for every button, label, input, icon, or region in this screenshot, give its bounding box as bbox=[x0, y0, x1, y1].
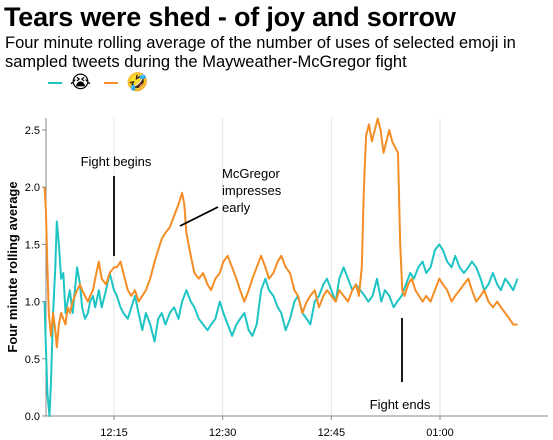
legend-item-crying: 😭 bbox=[48, 73, 91, 93]
annotation-line: Fight ends bbox=[370, 397, 431, 412]
rolling-on-floor-laughing-emoji: 🤣 bbox=[126, 72, 149, 93]
y-tick-label: 2.0 bbox=[25, 182, 40, 194]
axes: 12:15 12:30 12:45 01:00 0.0 0.5 1.0 1.5 2.0 2.5 bbox=[25, 118, 548, 439]
annotation-line: McGregor bbox=[222, 166, 280, 181]
y-axis-title: Four minute rolling average bbox=[5, 181, 20, 352]
chart-title: Tears were shed - of joy and sorrow bbox=[4, 2, 456, 32]
x-tick-label: 12:30 bbox=[209, 427, 237, 439]
y-tick-label: 2.5 bbox=[25, 125, 40, 137]
annotation-fight-begins: Fight begins bbox=[81, 154, 152, 169]
x-tick-label: 12:45 bbox=[318, 427, 346, 439]
annotation-mcgregor-impresses: McGregor impresses early bbox=[222, 166, 282, 215]
chart-subtitle: Four minute rolling average of the numbe… bbox=[5, 34, 516, 71]
vertical-gridlines bbox=[113, 118, 441, 416]
y-tick-label: 0.0 bbox=[25, 411, 40, 423]
series-line-crying bbox=[43, 220, 519, 417]
y-tick-label: 0.5 bbox=[25, 354, 40, 366]
legend-swatch-teal bbox=[48, 82, 62, 84]
annotation-line: early bbox=[222, 200, 251, 215]
series-layer bbox=[43, 117, 519, 417]
annotation-line: Fight begins bbox=[81, 154, 152, 169]
annotations: Fight begins McGregor impresses early Fight … bbox=[81, 154, 431, 412]
annotation-mcgregor-impresses-leader bbox=[179, 206, 219, 227]
legend: 😭 🤣 bbox=[48, 71, 161, 95]
x-tick-label: 01:00 bbox=[426, 427, 454, 439]
y-tick-label: 1.5 bbox=[25, 239, 40, 251]
annotation-fight-ends: Fight ends bbox=[370, 397, 431, 412]
y-tick-label: 1.0 bbox=[25, 297, 40, 309]
legend-swatch-orange bbox=[104, 82, 119, 84]
x-tick-label: 12:15 bbox=[100, 427, 128, 439]
series-line-laughing bbox=[43, 117, 518, 349]
legend-item-laughing: 🤣 bbox=[104, 73, 148, 93]
annotation-line: impresses bbox=[222, 183, 282, 198]
loudly-crying-face-emoji: 😭 bbox=[70, 72, 92, 93]
